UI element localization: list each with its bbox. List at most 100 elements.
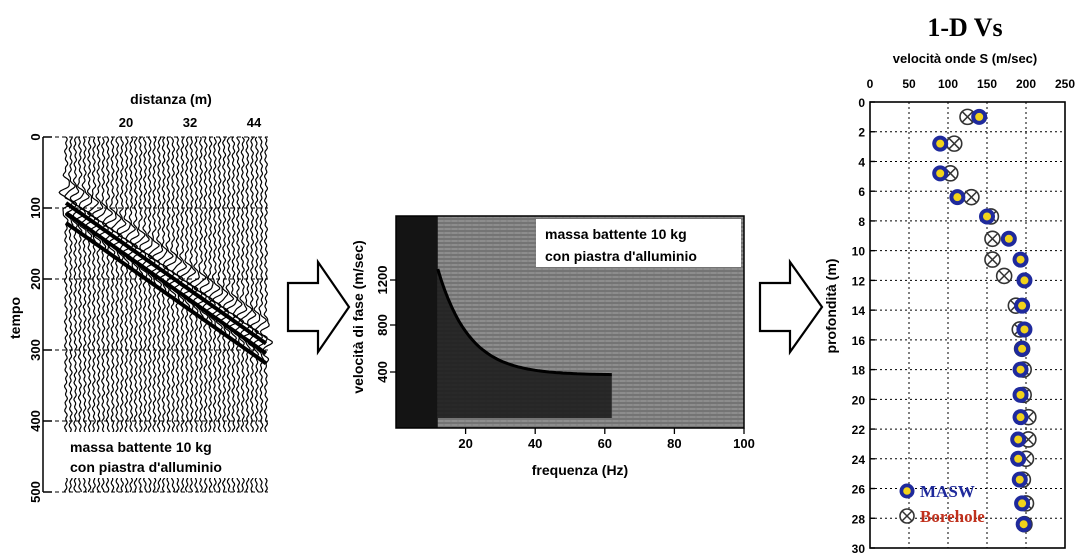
- vs-profile-ytick-label: 16: [852, 334, 866, 348]
- seismogram-arrival-band: [64, 211, 268, 356]
- dispersion-annotation-line1: massa battente 10 kg: [545, 226, 687, 242]
- masw-point: [1012, 386, 1029, 403]
- borehole-point: [984, 251, 1001, 268]
- dispersion-frame: [395, 215, 745, 429]
- masw-point: [1012, 409, 1029, 426]
- borehole-point: [963, 188, 980, 206]
- seismogram-xtick-32: 32: [183, 115, 197, 130]
- masw-point: [1010, 450, 1027, 467]
- borehole-point: [995, 267, 1013, 285]
- seismogram-xtick-44: 44: [247, 115, 262, 130]
- vs-profile-ytick-label: 4: [858, 155, 865, 169]
- masw-point: [1016, 272, 1033, 289]
- legend-masw-label: MASW: [920, 482, 975, 501]
- seismogram-yticks: 0 100 200 300 400 500: [28, 133, 52, 503]
- seismogram-xtick-20: 20: [119, 115, 133, 130]
- vs-profile-xtick-label: 150: [977, 77, 997, 91]
- seismogram-ytick-label: 200: [28, 268, 43, 290]
- vs-profile-ylabel: profondità (m): [823, 259, 839, 354]
- dispersion-xtick-label: 20: [458, 436, 472, 451]
- vs-profile-ytick-label: 30: [852, 542, 866, 555]
- vs-profile-ytick-label: 6: [858, 185, 865, 199]
- seismogram-gridlines: [48, 136, 268, 493]
- vs-profile-xtick-label: 50: [902, 77, 916, 91]
- vs-profile-xtick-label: 0: [867, 77, 874, 91]
- masw-point: [1015, 516, 1032, 533]
- seismogram-ylabel: tempo: [7, 297, 23, 339]
- borehole-point: [959, 108, 976, 126]
- seismogram-panel: distanza (m) 20 32 44 tempo 0 100 200 300 40…: [7, 91, 273, 503]
- vs-profile-points: [932, 108, 1037, 533]
- borehole-point: [984, 230, 1001, 248]
- vs-profile-ytick-label: 0: [858, 96, 865, 110]
- vs-profile-panel: 1-D Vs velocità onde S (m/sec) profondit…: [823, 13, 1075, 555]
- vs-profile-xtick-label: 100: [938, 77, 958, 91]
- vs-profile-ytick-label: 20: [852, 393, 866, 407]
- masw-point: [1014, 297, 1031, 314]
- masw-point: [1014, 495, 1031, 512]
- dispersion-xtick-label: 60: [598, 436, 612, 451]
- masw-point: [1012, 251, 1029, 268]
- seismogram-label-box: [64, 432, 269, 478]
- dispersion-energy: [437, 216, 612, 418]
- masw-point: [1016, 321, 1033, 338]
- vs-profile-ytick-label: 18: [852, 364, 866, 378]
- seismogram-ytick-label: 300: [28, 339, 43, 361]
- vs-profile-legend: MASW Borehole: [899, 482, 985, 526]
- dispersion-dark-block: [396, 216, 438, 428]
- dispersion-label-box: [536, 219, 741, 267]
- seismogram-annotation-line2: con piastra d'alluminio: [70, 459, 222, 475]
- masw-point: [979, 208, 995, 225]
- masw-point: [949, 189, 966, 206]
- vs-profile-ytick-label: 2: [858, 126, 865, 140]
- borehole-point: [945, 135, 963, 152]
- legend-borehole-label: Borehole: [920, 507, 985, 526]
- masw-point: [1010, 431, 1027, 448]
- seismogram-ytick-label: 400: [28, 410, 43, 432]
- masw-point: [932, 165, 949, 182]
- vs-profile-ytick-label: 14: [852, 304, 866, 318]
- vs-profile-title: 1-D Vs: [927, 13, 1002, 42]
- vs-profile-ytick-label: 28: [852, 512, 866, 526]
- vs-profile-ytick-label: 8: [858, 215, 865, 229]
- seismogram-xlabel: distanza (m): [130, 91, 212, 107]
- vs-profile-ytick-label: 10: [852, 245, 866, 259]
- dispersion-ytick-label: 800: [375, 314, 390, 336]
- seismogram-annotation-line1: massa battente 10 kg: [70, 439, 212, 455]
- seismogram-ytick-label: 0: [28, 133, 43, 140]
- masw-point: [932, 135, 949, 152]
- masw-point: [1011, 471, 1028, 488]
- seismogram-arrival-band: [64, 221, 268, 365]
- masw-point: [1000, 230, 1017, 247]
- dispersion-xtick-label: 100: [733, 436, 755, 451]
- dispersion-annotation-line2: con piastra d'alluminio: [545, 248, 697, 264]
- legend-borehole-cross-b: [901, 510, 913, 522]
- dispersion-ytick-label: 400: [375, 361, 390, 383]
- legend-masw-marker-core: [903, 487, 911, 495]
- flow-arrow-1: [286, 258, 351, 356]
- vs-profile-ytick-label: 24: [852, 453, 866, 467]
- vs-profile-ytick-label: 26: [852, 483, 866, 497]
- dispersion-xtick-label: 40: [528, 436, 542, 451]
- dispersion-panel: massa battente 10 kg con piastra d'allum…: [350, 215, 755, 478]
- seismogram-arrival-band: [64, 201, 268, 346]
- vs-profile-frame: [869, 101, 1066, 549]
- seismogram-ytick-label: 500: [28, 481, 43, 503]
- vs-profile-xtick-label: 250: [1055, 77, 1075, 91]
- seismogram-ytick-label: 100: [28, 197, 43, 219]
- dispersion-curve: [436, 268, 612, 377]
- vs-profile-ticks: 0 50 100 150 200 2500246810121416182022242628…: [852, 77, 1076, 555]
- dispersion-xtick-label: 80: [667, 436, 681, 451]
- dispersion-ticks: 20 40 60 80 100 400 800 1200: [375, 266, 755, 451]
- masw-point: [1012, 361, 1029, 378]
- flow-arrow-2: [758, 258, 824, 356]
- vs-profile-xtick-label: 200: [1016, 77, 1036, 91]
- dispersion-ylabel: velocità di fase (m/sec): [350, 240, 366, 393]
- vs-profile-ytick-label: 22: [852, 423, 866, 437]
- masw-point: [1014, 340, 1031, 357]
- vs-profile-ytick-label: 12: [852, 274, 866, 288]
- vs-profile-xlabel: velocità onde S (m/sec): [893, 51, 1038, 66]
- masw-point: [971, 108, 988, 125]
- dispersion-xlabel: frequenza (Hz): [532, 462, 628, 478]
